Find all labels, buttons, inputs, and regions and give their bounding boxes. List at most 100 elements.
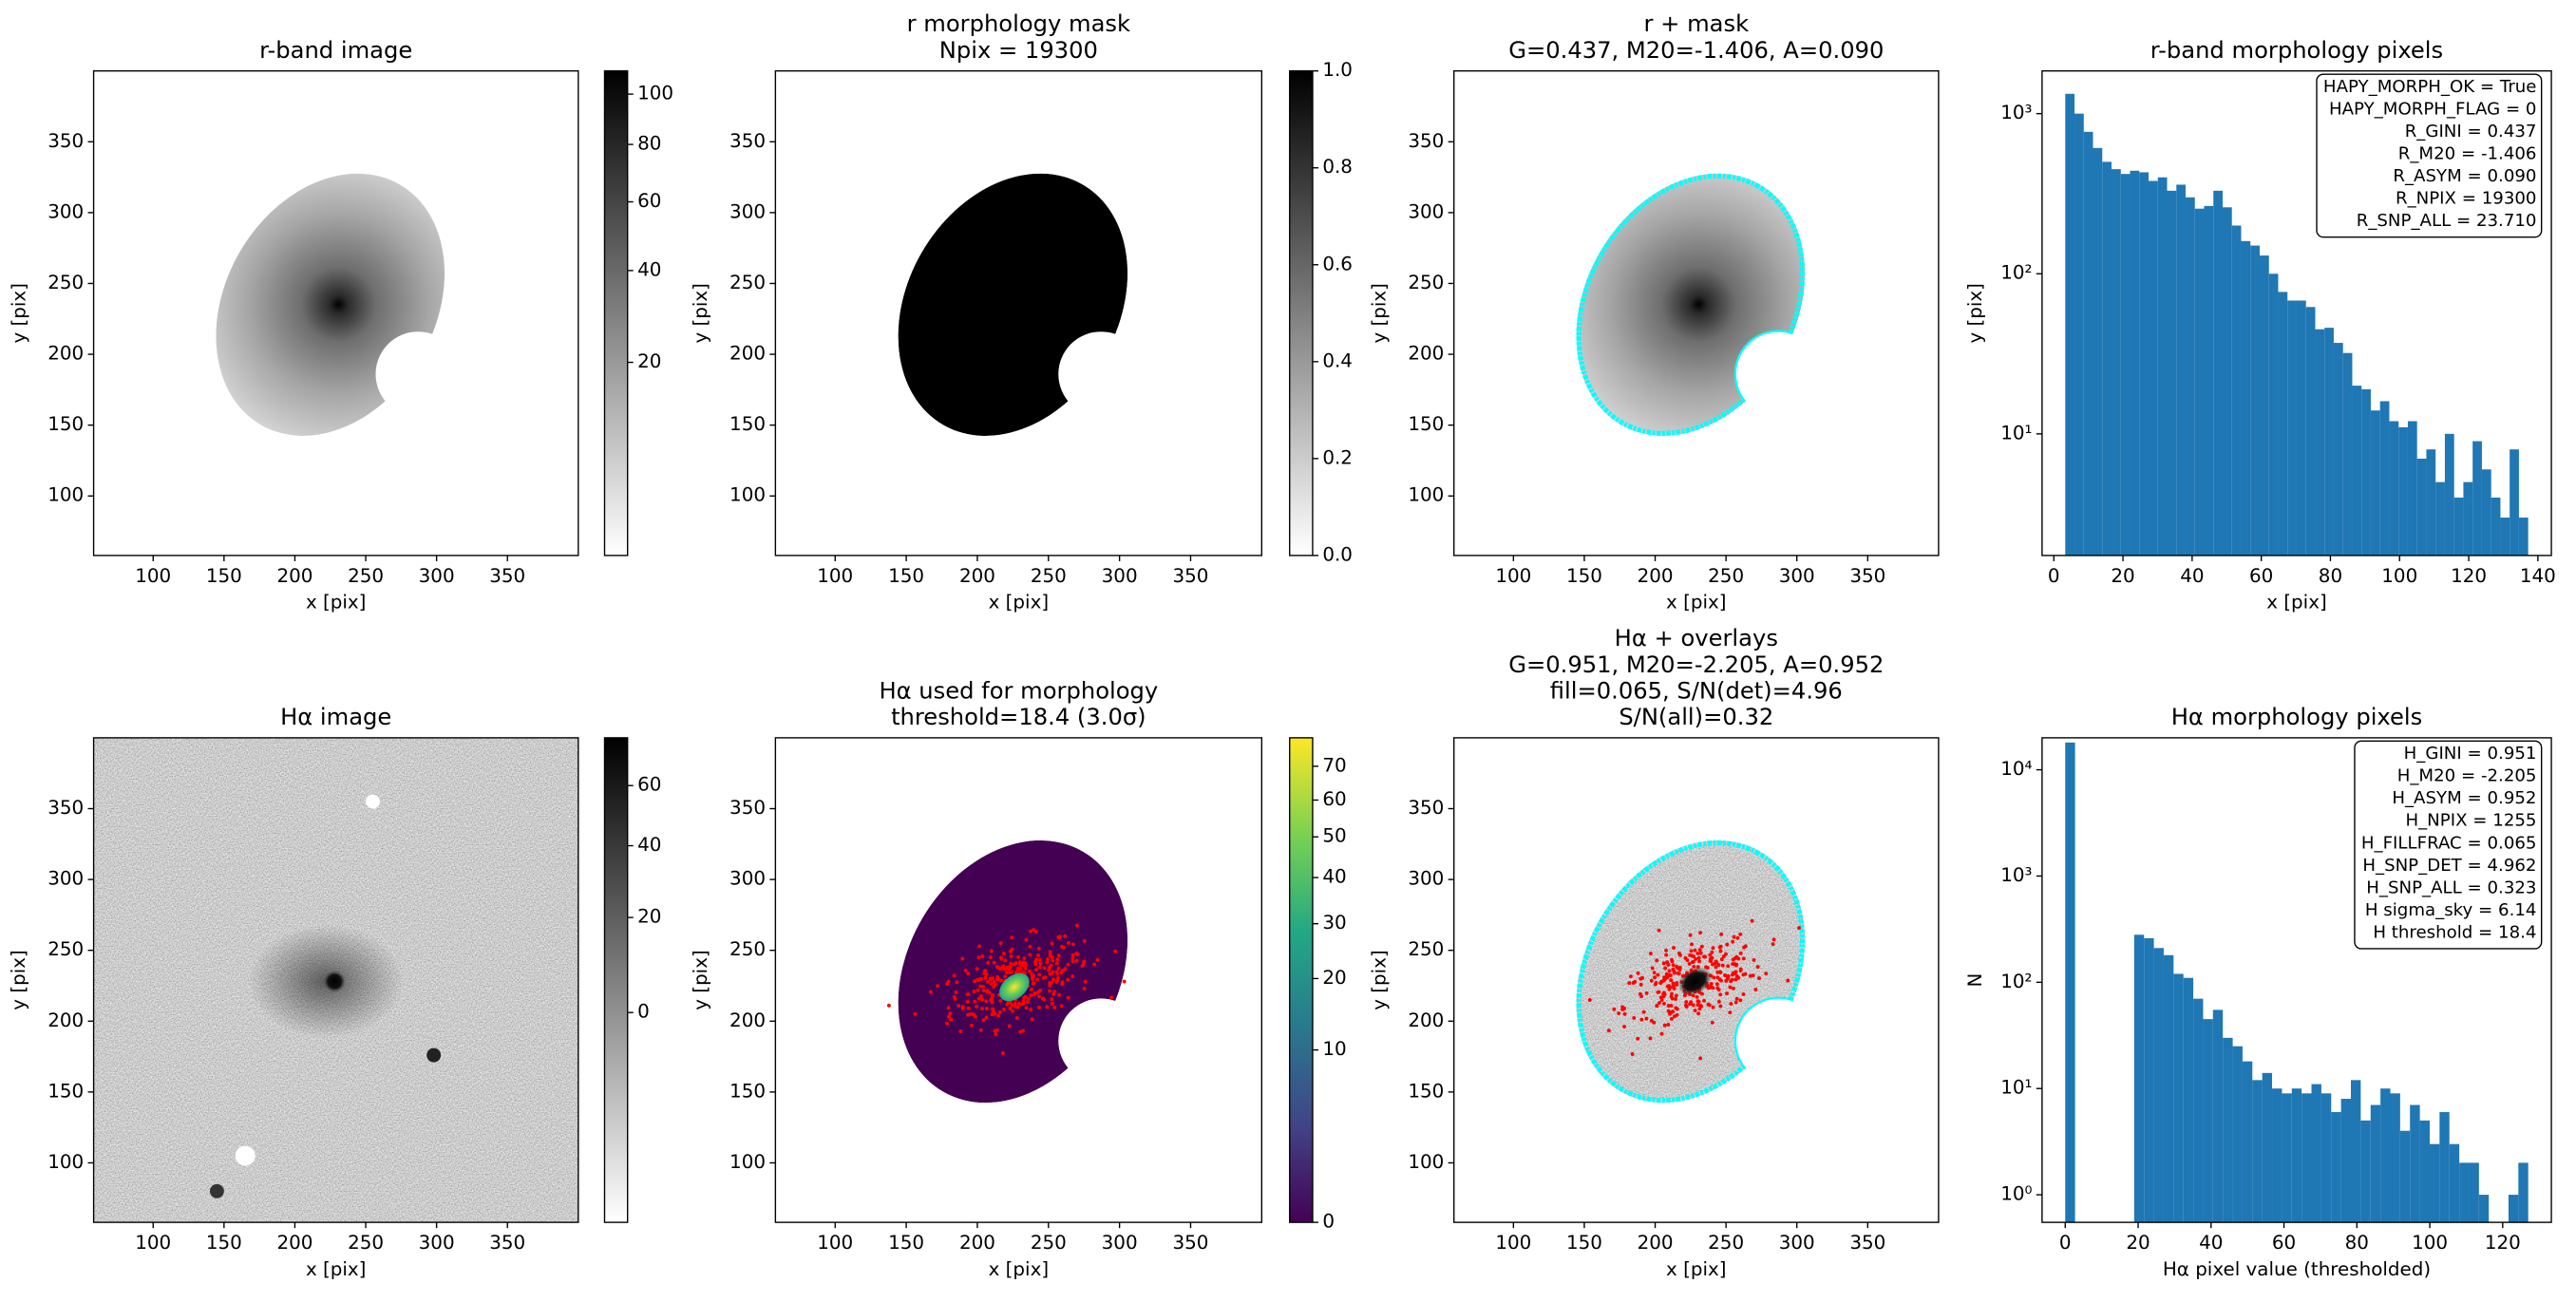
panel-title: G=0.951, M20=-2.205, A=0.952: [1508, 651, 1884, 678]
detected-pixel: [957, 1004, 961, 1009]
detected-pixel: [1719, 932, 1724, 936]
colorbar-tick-label: 0.2: [1322, 446, 1353, 468]
bar: [2120, 174, 2131, 556]
x-axis-label: Hα pixel value (thresholded): [2163, 1258, 2431, 1280]
detected-pixel: [975, 978, 979, 983]
detected-pixel: [1070, 956, 1075, 961]
bar: [2194, 208, 2205, 556]
y-tick-label: 10³: [2000, 864, 2032, 886]
detected-pixel: [1666, 1009, 1671, 1013]
panel-title: r-band image: [259, 37, 412, 64]
detected-pixel: [1731, 939, 1735, 944]
detected-pixel: [975, 967, 979, 972]
detected-pixel: [1033, 962, 1038, 967]
detected-pixel: [1657, 990, 1661, 994]
detected-pixel: [1051, 958, 1055, 963]
detected-pixel: [1662, 977, 1667, 982]
bar: [2185, 197, 2195, 556]
y-tick-label: 200: [729, 1010, 766, 1031]
bar: [2472, 441, 2482, 556]
annotation-line: H_NPIX = 1255: [2405, 811, 2536, 831]
detected-pixel: [960, 1005, 965, 1010]
bar: [2287, 300, 2297, 556]
detected-pixel: [1668, 973, 1673, 978]
x-tick-label: 20: [2111, 565, 2134, 587]
detected-pixel: [1649, 978, 1654, 983]
detected-pixel: [992, 979, 996, 984]
detected-pixel: [1710, 1020, 1714, 1025]
colorbar-tick-label: 20: [637, 906, 661, 928]
detected-pixel: [1070, 974, 1075, 979]
annotation-line: HAPY_MORPH_FLAG = 0: [2329, 100, 2537, 120]
detected-pixel: [1644, 1016, 1649, 1021]
detected-pixel: [984, 999, 989, 1004]
y-axis-label: y [pix]: [1368, 950, 1390, 1010]
detected-pixel: [1082, 986, 1087, 991]
detected-pixel: [1074, 923, 1079, 928]
detected-pixel: [1713, 961, 1717, 966]
bar: [2410, 1104, 2420, 1223]
detected-pixel: [994, 1032, 998, 1037]
bar: [2173, 973, 2184, 1223]
detected-pixel: [1050, 941, 1054, 946]
detected-pixel: [1024, 1006, 1029, 1010]
x-tick-label: 350: [489, 1232, 525, 1254]
detected-pixel: [1661, 991, 1666, 996]
detected-pixel: [928, 990, 933, 994]
detected-pixel: [1714, 965, 1718, 970]
detected-pixel: [991, 1007, 995, 1011]
panel-title: fill=0.065, S/N(det)=4.96: [1550, 677, 1843, 704]
x-tick-label: 350: [1849, 565, 1885, 587]
detected-pixel: [1733, 1000, 1738, 1005]
detected-pixel: [998, 941, 1003, 946]
detected-pixel: [1716, 963, 1721, 968]
y-tick-label: 150: [47, 1080, 84, 1102]
axes-frame: [2041, 69, 2552, 557]
detected-pixel: [1113, 949, 1118, 953]
bar: [2331, 1112, 2341, 1223]
bar: [2250, 245, 2260, 556]
detected-pixel: [1748, 973, 1752, 978]
y-tick-label: 300: [729, 868, 766, 890]
bar: [2241, 240, 2251, 556]
y-tick-label: 250: [729, 938, 766, 960]
detected-pixel: [1726, 964, 1731, 969]
detected-pixel: [1691, 1003, 1695, 1008]
colorbar-tick-label: 30: [1322, 912, 1346, 934]
bar: [2167, 190, 2177, 556]
bar: [2370, 410, 2380, 556]
detected-pixel: [1703, 954, 1708, 959]
detected-pixel: [1050, 997, 1054, 1001]
bar: [2232, 1046, 2243, 1223]
detected-pixel: [986, 980, 990, 984]
detected-pixel: [1052, 990, 1057, 994]
bar: [2379, 401, 2390, 556]
detected-pixel: [1741, 991, 1746, 996]
x-tick-label: 250: [1031, 1232, 1067, 1254]
detected-pixel: [1051, 970, 1055, 974]
mask-outline: [1574, 838, 1808, 1105]
y-tick-label: 150: [729, 413, 766, 435]
core: [999, 972, 1030, 1002]
detected-pixel: [1711, 1005, 1715, 1010]
detected-pixel: [993, 1011, 997, 1016]
detected-pixel: [1047, 968, 1051, 972]
detected-pixel: [984, 1007, 989, 1011]
y-tick-label: 150: [729, 1080, 766, 1102]
detected-pixel: [1042, 966, 1047, 971]
y-tick-label: 300: [1408, 868, 1444, 890]
detected-pixel: [1036, 953, 1041, 957]
x-tick-label: 350: [1173, 565, 1209, 587]
annotation-line: R_GINI = 0.437: [2405, 122, 2537, 142]
x-tick-label: 20: [2126, 1232, 2150, 1254]
detected-pixel: [1650, 966, 1655, 971]
detected-pixel: [1657, 1001, 1661, 1005]
detected-pixel: [1048, 983, 1052, 988]
x-tick-label: 200: [959, 565, 995, 587]
detected-pixel: [984, 1015, 989, 1020]
detected-pixel: [1070, 942, 1075, 947]
detected-pixel: [1719, 957, 1724, 962]
x-tick-label: 200: [959, 1232, 995, 1254]
detected-pixel: [1733, 972, 1737, 976]
